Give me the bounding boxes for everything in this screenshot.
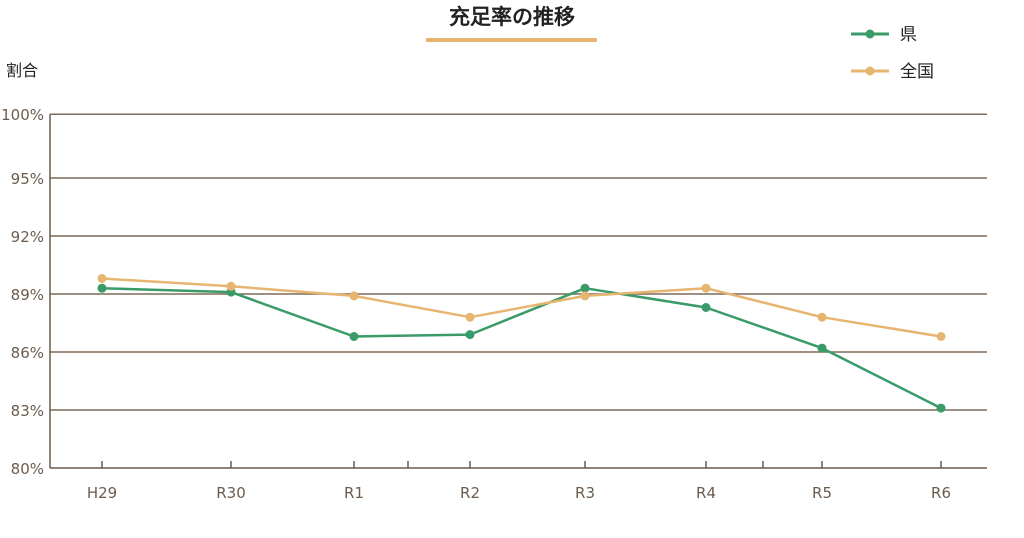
data-point-pref xyxy=(97,283,107,293)
y-tick-label: 92% xyxy=(11,228,44,246)
legend-item-pref: 県 xyxy=(851,25,917,45)
x-tick-labels: H29 R30 R1 R2 R3 R4 R5 R6 xyxy=(87,484,951,502)
x-tick-label: R4 xyxy=(696,484,716,502)
data-point-pref xyxy=(701,303,711,312)
data-point-national xyxy=(465,312,475,322)
y-tick-label: 89% xyxy=(11,286,44,304)
series-line-national xyxy=(101,277,942,338)
y-tick-label: 100% xyxy=(1,106,44,124)
data-point-national xyxy=(349,291,359,301)
x-tick-label: R2 xyxy=(460,484,480,502)
y-axis-label: 割合 xyxy=(6,61,38,80)
data-point-pref xyxy=(580,283,590,293)
series-line-pref xyxy=(101,286,942,410)
x-tick-label: R5 xyxy=(812,484,832,502)
x-tick-label: R1 xyxy=(344,484,364,502)
data-point-pref xyxy=(465,330,475,340)
series-pref xyxy=(97,283,946,413)
legend-label-national: 全国 xyxy=(900,62,934,82)
x-tick-label: R6 xyxy=(931,484,951,502)
legend-item-national: 全国 xyxy=(851,62,934,82)
data-point-pref xyxy=(936,403,946,413)
x-tick-label: R30 xyxy=(216,484,246,502)
grid-lines xyxy=(50,113,987,411)
x-tick-label: R3 xyxy=(575,484,595,502)
data-point-national xyxy=(936,332,946,341)
y-tick-label: 80% xyxy=(11,460,44,478)
data-point-national xyxy=(226,281,236,291)
legend: 県 全国 xyxy=(851,25,934,82)
series-national xyxy=(97,274,946,341)
x-tick-label: H29 xyxy=(87,484,117,502)
legend-marker-pref xyxy=(865,29,875,39)
series xyxy=(97,274,946,413)
y-tick-label: 95% xyxy=(11,170,44,188)
data-point-national xyxy=(580,291,590,301)
data-point-pref xyxy=(817,343,827,353)
y-tick-labels: 80% 83% 86% 89% 92% 95% 100% xyxy=(1,106,44,478)
chart-title: 充足率の推移 xyxy=(449,5,575,29)
y-tick-label: 83% xyxy=(11,402,44,420)
y-tick-label: 86% xyxy=(11,344,44,362)
legend-marker-national xyxy=(865,66,875,76)
data-point-national xyxy=(817,312,827,322)
data-point-national xyxy=(701,283,711,293)
legend-label-pref: 県 xyxy=(900,25,917,45)
data-point-pref xyxy=(349,332,359,341)
axes xyxy=(49,114,987,469)
data-point-national xyxy=(97,274,107,283)
